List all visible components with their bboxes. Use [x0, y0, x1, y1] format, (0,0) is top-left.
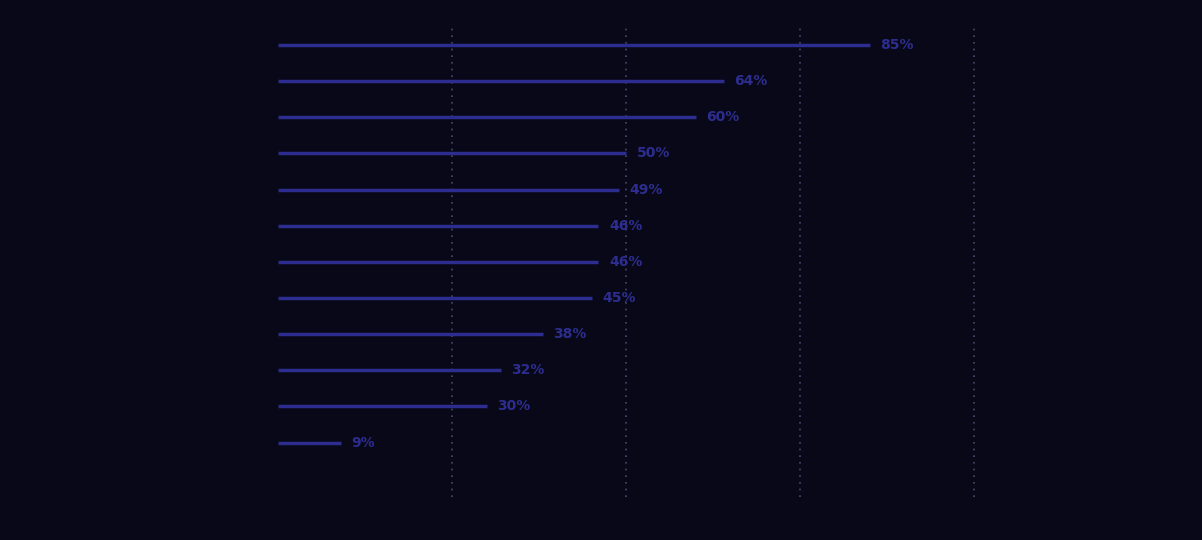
Text: 45%: 45% — [602, 291, 636, 305]
Text: 30%: 30% — [498, 400, 531, 414]
Text: 9%: 9% — [351, 436, 375, 450]
Text: 46%: 46% — [609, 219, 642, 233]
Text: 38%: 38% — [553, 327, 587, 341]
Text: 46%: 46% — [609, 255, 642, 269]
Text: 64%: 64% — [734, 74, 768, 88]
Text: 85%: 85% — [880, 38, 914, 52]
Text: 60%: 60% — [707, 110, 739, 124]
Text: 50%: 50% — [637, 146, 671, 160]
Text: 49%: 49% — [630, 183, 664, 197]
Text: 32%: 32% — [512, 363, 545, 377]
